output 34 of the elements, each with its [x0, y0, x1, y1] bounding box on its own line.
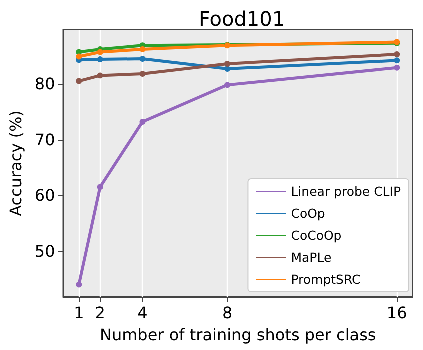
- point: [224, 82, 231, 88]
- point: [140, 118, 146, 125]
- point: [394, 64, 400, 71]
- x-axis-title: Number of training shots per class: [100, 326, 376, 344]
- y-tick-label: 50: [34, 242, 56, 261]
- x-tick-label: 1: [74, 304, 84, 322]
- point: [140, 56, 146, 62]
- legend-label: CoCoOp: [291, 228, 342, 243]
- point: [140, 71, 146, 78]
- y-tick-label: 80: [34, 74, 56, 94]
- point: [76, 78, 82, 84]
- legend-label: PromptSRC: [291, 272, 362, 287]
- point: [76, 282, 82, 288]
- point: [76, 54, 82, 60]
- x-tick-label: 2: [95, 304, 106, 322]
- point: [224, 66, 231, 72]
- point: [97, 49, 104, 56]
- point: [224, 61, 231, 67]
- legend-label: MaPLe: [291, 250, 332, 265]
- legend-label: CoOp: [291, 206, 326, 221]
- legend-label: Linear probe CLIP: [291, 184, 402, 199]
- x-tick-label: 16: [386, 304, 408, 322]
- x-tick-label: 8: [222, 304, 233, 322]
- point: [394, 52, 400, 58]
- point: [97, 184, 104, 190]
- point: [394, 58, 400, 64]
- y-tick-label: 60: [34, 186, 56, 206]
- y-tick-label: 70: [34, 130, 56, 150]
- chart-title: Food101: [198, 7, 286, 31]
- y-axis-title: Accuracy (%): [6, 110, 26, 216]
- point: [97, 72, 104, 79]
- x-tick-label: 4: [138, 304, 148, 322]
- point: [97, 56, 104, 63]
- point: [140, 46, 146, 53]
